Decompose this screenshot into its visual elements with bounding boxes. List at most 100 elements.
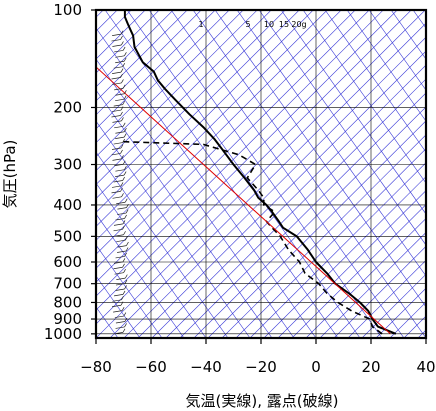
- wind-barb: [114, 315, 124, 318]
- wind-barb: [115, 136, 125, 140]
- guide-line: [148, 10, 383, 338]
- wind-barb: [117, 245, 127, 248]
- wind-barb-flag: [124, 166, 127, 170]
- sounding-lines: [96, 10, 397, 335]
- wind-barb: [113, 66, 123, 69]
- y-tick-label: 200: [53, 98, 82, 116]
- guide-line: [165, 78, 426, 338]
- guide-line: [96, 244, 163, 338]
- y-tick-label: 400: [53, 196, 82, 214]
- wind-barb-flag: [122, 220, 126, 225]
- mixing-ratio-label: 10: [264, 20, 274, 29]
- wind-barbs: [111, 30, 129, 335]
- wind-barb: [116, 239, 126, 243]
- wind-barb-flag: [124, 52, 127, 57]
- wind-barb: [112, 120, 122, 123]
- wind-barb-flag: [124, 285, 127, 290]
- wind-barb-flag: [124, 323, 127, 328]
- x-tick-label: −60: [135, 358, 167, 376]
- guide-line: [390, 10, 426, 60]
- guide-line: [96, 120, 251, 338]
- wind-barb-flag: [123, 312, 127, 317]
- wind-barb: [113, 228, 123, 232]
- wind-barb: [113, 331, 124, 335]
- wind-barb-flag: [122, 258, 126, 263]
- wind-barb-flag: [125, 247, 129, 252]
- y-tick-label: 600: [53, 253, 82, 271]
- x-axis: −80 −60 −40 −20 0 20 40: [80, 338, 436, 376]
- guide-line: [432, 0, 436, 338]
- wind-barb-flag: [126, 203, 129, 208]
- wind-barb-flag: [121, 155, 124, 160]
- guide-line: [96, 10, 342, 255]
- guide-line: [96, 10, 384, 297]
- wind-barb-flag: [122, 138, 125, 143]
- x-tick-label: −40: [190, 358, 222, 376]
- mixing-ratio-label: 1: [198, 20, 203, 29]
- wind-barb: [115, 326, 125, 329]
- wind-barb: [111, 185, 122, 188]
- x-tick-label: −20: [245, 358, 277, 376]
- x-tick-label: 40: [416, 358, 435, 376]
- wind-barb: [115, 321, 126, 324]
- wind-barb: [115, 218, 125, 221]
- guide-line: [96, 10, 244, 158]
- guide-line: [192, 10, 426, 338]
- wind-barb-flag: [121, 79, 124, 84]
- wind-barb-flag: [120, 68, 124, 73]
- guide-line: [263, 176, 426, 338]
- wind-barb: [117, 212, 127, 215]
- guide-line: [96, 10, 426, 338]
- guide-line: [104, 10, 339, 338]
- guide-line: [96, 10, 300, 213]
- wind-barb: [115, 283, 125, 286]
- wind-barb: [112, 44, 122, 47]
- wind-barb-flag: [122, 62, 126, 67]
- wind-barb: [113, 142, 123, 145]
- guide-line: [96, 213, 185, 338]
- wind-barb: [112, 109, 122, 112]
- guide-line: [291, 204, 426, 338]
- guide-line: [235, 148, 426, 338]
- wind-barb-flag: [121, 41, 124, 46]
- guide-line: [0, 0, 168, 338]
- guide-line: [96, 10, 216, 130]
- guide-line: [302, 10, 426, 184]
- wind-barb: [114, 50, 124, 53]
- wind-barb: [111, 147, 122, 150]
- wind-barb: [115, 60, 125, 64]
- wind-barb-flag: [122, 290, 126, 295]
- y-axis-title: 気圧(hPa): [1, 140, 19, 209]
- wind-barb: [112, 33, 122, 36]
- guide-line: [258, 10, 426, 246]
- guide-line: [96, 10, 230, 144]
- series-line-0: [123, 10, 397, 335]
- wind-barb-flag: [122, 100, 126, 105]
- wind-barb: [111, 39, 121, 42]
- wind-barb-flag: [123, 95, 127, 100]
- guide-line: [96, 275, 141, 338]
- wind-barb-flag: [122, 263, 125, 268]
- wind-barb-flag: [120, 144, 124, 149]
- guide-line: [236, 10, 426, 277]
- wind-barb-flag: [124, 214, 127, 219]
- wind-barb-flag: [124, 90, 127, 94]
- wind-barb: [116, 277, 126, 280]
- wind-barb-flag: [122, 176, 125, 181]
- guide-line: [96, 182, 207, 338]
- wind-barb: [115, 174, 125, 177]
- wind-barb: [113, 261, 124, 264]
- guide-line: [333, 245, 426, 338]
- wind-barb: [115, 256, 125, 259]
- y-tick-label: 800: [53, 293, 82, 311]
- wind-barb-flag: [120, 106, 124, 111]
- wind-barb: [114, 88, 124, 91]
- wind-barb: [115, 169, 125, 172]
- wind-barb-flag: [124, 317, 128, 322]
- wind-barb: [114, 272, 124, 275]
- guide-line: [96, 10, 314, 227]
- wind-barb-flag: [120, 35, 123, 40]
- wind-barb-flag: [120, 30, 124, 35]
- wind-barb: [112, 82, 122, 85]
